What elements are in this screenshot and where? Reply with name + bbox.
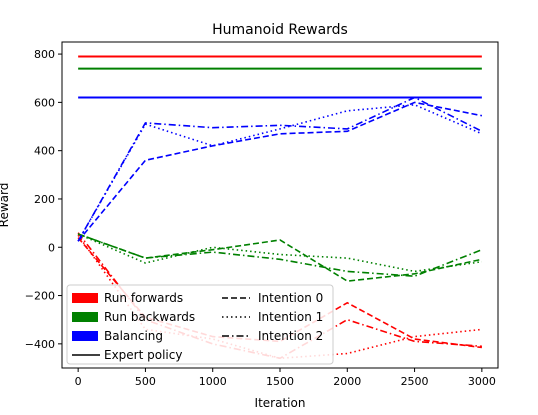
x-tick-label: 0: [75, 375, 82, 388]
axis-ticks: 0 500 1000 1500 2000 2500 3000 −400 −200 0 200 400 6…: [25, 48, 496, 388]
x-tick-label: 3000: [468, 375, 496, 388]
x-tick-label: 2000: [333, 375, 361, 388]
y-tick-label: 0: [48, 241, 55, 254]
x-tick-label: 1000: [199, 375, 227, 388]
series-line-balancing-intention-1: [77, 103, 483, 242]
y-tick-label: 800: [34, 48, 55, 61]
y-tick-label: 600: [34, 96, 55, 109]
legend-label: Balancing: [104, 329, 163, 343]
series-line-run-backwards-intention-0: [77, 233, 483, 282]
x-axis-label: Iteration: [255, 396, 306, 410]
legend-swatch: [72, 293, 98, 303]
y-tick-label: 200: [34, 193, 55, 206]
x-tick-label: 2500: [401, 375, 429, 388]
series-line-run-backwards-intention-2: [77, 233, 483, 278]
legend-label: Run backwards: [104, 310, 195, 324]
y-axis-label: Reward: [0, 183, 11, 228]
legend-box: [66, 284, 334, 365]
legend-swatch: [72, 312, 98, 322]
y-tick-label: −400: [25, 338, 55, 351]
legend-swatch: [72, 331, 98, 341]
x-tick-label: 500: [135, 375, 156, 388]
chart-title: Humanoid Rewards: [212, 22, 348, 38]
legend-label: Intention 2: [258, 329, 323, 343]
y-tick-label: 400: [34, 145, 55, 158]
y-tick-label: −200: [25, 290, 55, 303]
legend: Run forwards Run backwards Balancing Expert…: [66, 284, 334, 365]
series-line-balancing-intention-0: [77, 101, 483, 242]
legend-label: Run forwards: [104, 291, 183, 305]
legend-label: Expert policy: [104, 348, 182, 362]
series-line-run-backwards-intention-1: [77, 233, 483, 273]
x-tick-label: 1500: [266, 375, 294, 388]
legend-label: Intention 0: [258, 291, 323, 305]
series-line-balancing-intention-2: [77, 96, 483, 242]
legend-label: Intention 1: [258, 310, 323, 324]
